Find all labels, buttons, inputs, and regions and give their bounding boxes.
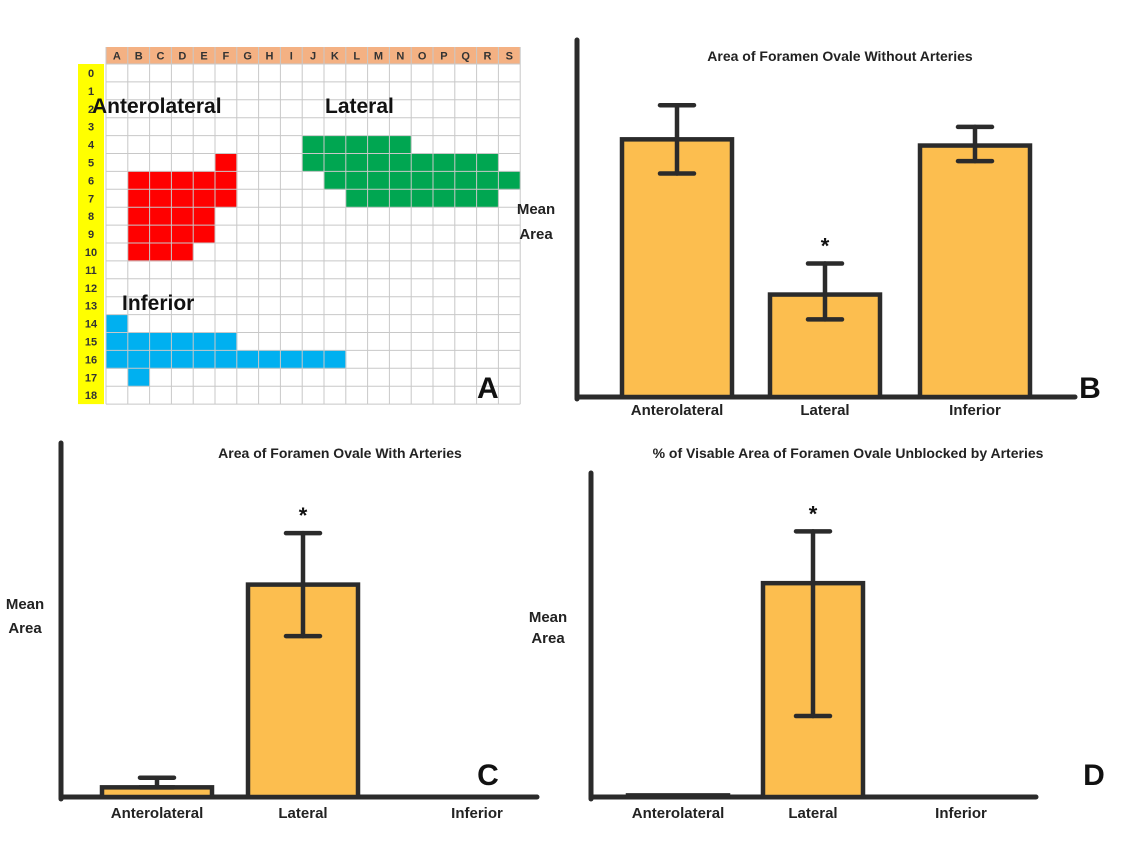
anterolateral-region-cells: [215, 153, 238, 172]
y-axis-label: Area: [531, 630, 565, 647]
panel-d: % of Visable Area of Foramen Ovale Unblo…: [529, 445, 1105, 822]
panel-letter: D: [1083, 759, 1105, 792]
row-label: 8: [88, 211, 94, 223]
row-label: 7: [88, 193, 94, 205]
inferior-region-cells: [106, 350, 347, 369]
column-label: L: [353, 51, 360, 63]
column-label: C: [157, 51, 165, 63]
row-label: 12: [85, 283, 97, 295]
significance-marker: *: [299, 503, 308, 528]
row-label: 4: [88, 140, 95, 152]
category-label-lateral: Lateral: [278, 805, 327, 822]
error-bar-lateral: [805, 261, 845, 322]
row-label: 9: [88, 229, 94, 241]
category-label-lateral: Lateral: [788, 805, 837, 822]
category-label-anterolateral: Anterolateral: [632, 805, 725, 822]
significance-marker: *: [821, 234, 830, 259]
lateral-region-cells: [345, 189, 499, 208]
y-axis-label: Mean: [517, 201, 555, 218]
column-label: H: [266, 51, 274, 63]
anterolateral-region-cells: [127, 243, 194, 262]
inferior-region-cells: [106, 314, 129, 333]
lateral-label: Lateral: [325, 95, 394, 118]
row-label: 18: [85, 390, 97, 402]
column-header-bar: [106, 47, 521, 64]
column-label: P: [440, 51, 447, 63]
row-label: 14: [85, 319, 98, 331]
column-label: Q: [461, 51, 470, 63]
row-label: 2: [88, 104, 94, 116]
inferior-label: Inferior: [122, 292, 194, 315]
column-label: G: [243, 51, 252, 63]
column-label: I: [290, 51, 293, 63]
chart-title: % of Visable Area of Foramen Ovale Unblo…: [653, 445, 1044, 461]
panel-a: A B C D E F G H I J K L M N O P Q R S012345678910111213141…: [78, 47, 521, 405]
row-label: 15: [85, 336, 97, 348]
lateral-region-cells: [302, 135, 412, 154]
y-axis-label: Mean: [6, 596, 44, 613]
panel-c: Area of Foramen Ovale With Arteries Mean A…: [6, 440, 540, 822]
column-label: M: [374, 51, 383, 63]
error-bar-lateral: [793, 529, 833, 719]
chart-title: Area of Foramen Ovale With Arteries: [218, 445, 462, 461]
row-header-bar: [78, 64, 104, 405]
row-label: 16: [85, 354, 97, 366]
category-label-anterolateral: Anterolateral: [631, 402, 724, 419]
row-label: 6: [88, 175, 94, 187]
column-label: N: [396, 51, 404, 63]
inferior-region-cells: [127, 368, 150, 387]
row-label: 17: [85, 372, 97, 384]
y-axis-label: Area: [8, 620, 42, 637]
row-label: 10: [85, 247, 97, 259]
column-label: S: [506, 51, 513, 63]
column-label: B: [135, 51, 143, 63]
y-axis-label: Mean: [529, 609, 567, 626]
column-label: F: [223, 51, 230, 63]
bar-inferior: [917, 143, 1033, 400]
bar-anterolateral: [619, 137, 735, 400]
column-label: R: [484, 51, 492, 63]
row-label: 3: [88, 122, 94, 134]
panel-letter: A: [477, 372, 499, 405]
error-bar-anterolateral: [137, 775, 177, 790]
anterolateral-region-cells: [127, 171, 238, 190]
chart-title: Area of Foramen Ovale Without Arteries: [707, 48, 973, 64]
column-label: O: [418, 51, 427, 63]
category-label-inferior: Inferior: [935, 805, 987, 822]
column-label: E: [200, 51, 207, 63]
category-label-lateral: Lateral: [800, 402, 849, 419]
category-label-inferior: Inferior: [949, 402, 1001, 419]
category-label-anterolateral: Anterolateral: [111, 805, 204, 822]
column-label: D: [178, 51, 186, 63]
error-bar-lateral: [283, 530, 323, 639]
column-label: A: [113, 51, 121, 63]
bar-anterolateral: [625, 793, 731, 800]
row-label: 1: [88, 86, 94, 98]
lateral-region-cells: [302, 153, 499, 172]
row-label: 11: [85, 265, 97, 277]
anterolateral-label: Anterolateral: [92, 95, 222, 118]
y-axis-label: Area: [519, 226, 553, 243]
error-bar-inferior: [955, 124, 995, 164]
error-bar-anterolateral: [657, 102, 697, 176]
panel-b: Area of Foramen Ovale Without Arteries Me…: [517, 37, 1101, 419]
panel-letter: C: [477, 759, 499, 792]
column-label: J: [310, 51, 316, 63]
anterolateral-region-cells: [127, 189, 238, 208]
row-label: 5: [88, 157, 94, 169]
column-label: K: [331, 51, 339, 63]
category-label-inferior: Inferior: [451, 805, 503, 822]
lateral-region-cells: [324, 171, 521, 190]
significance-marker: *: [809, 501, 818, 526]
panel-letter: B: [1079, 372, 1101, 405]
row-label: 13: [85, 301, 97, 313]
row-label: 0: [88, 68, 94, 80]
grid-lines: [105, 47, 521, 405]
